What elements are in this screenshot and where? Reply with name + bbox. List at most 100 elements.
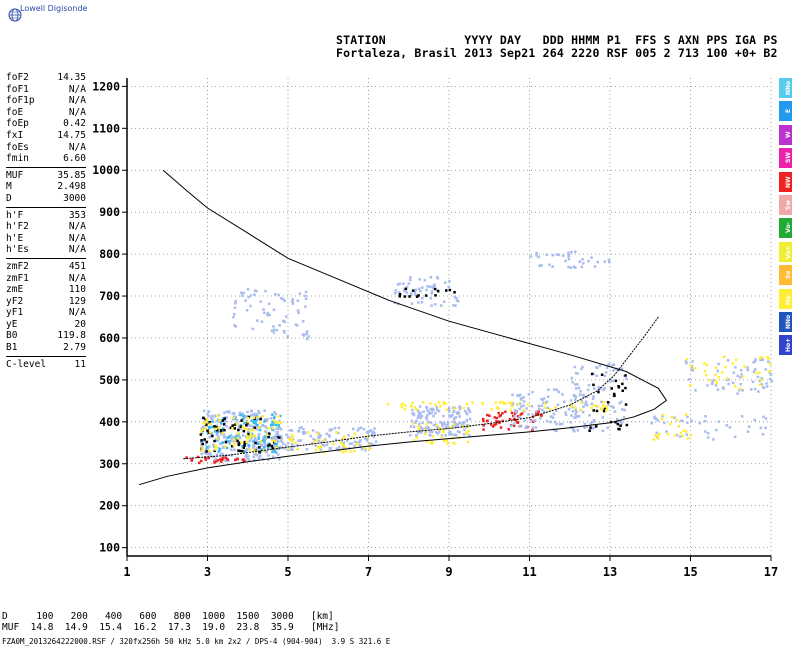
echo-point: [272, 428, 275, 432]
echo-point: [214, 460, 218, 463]
echo-point: [461, 421, 464, 424]
param-row: fxI 14.75: [6, 130, 86, 142]
echo-point: [501, 412, 504, 415]
echo-point: [574, 408, 577, 412]
echo-point: [437, 401, 441, 404]
echo-point: [430, 440, 433, 443]
echo-point: [465, 413, 469, 416]
echo-point: [741, 389, 744, 392]
echo-point: [551, 265, 554, 268]
echo-point: [238, 441, 241, 444]
echo-point: [595, 366, 599, 369]
echo-point: [337, 426, 341, 430]
echo-point: [582, 262, 585, 265]
echo-point: [203, 424, 207, 427]
echo-point: [513, 409, 517, 412]
echo-point: [434, 303, 437, 306]
echo-point: [204, 458, 207, 461]
x-tick-label: 7: [365, 565, 372, 579]
echo-point: [208, 431, 212, 434]
echo-point: [462, 433, 466, 436]
echo-point: [217, 450, 220, 453]
echo-point: [359, 439, 362, 442]
echo-point: [329, 447, 333, 450]
echo-point: [214, 448, 217, 451]
echo-point: [244, 299, 247, 302]
echo-point: [216, 459, 220, 462]
echo-point: [316, 445, 320, 448]
echo-point: [240, 291, 243, 294]
echo-point: [542, 401, 545, 405]
echo-point: [260, 320, 264, 323]
echo-point: [675, 418, 679, 422]
echo-point: [727, 382, 730, 386]
echo-point: [559, 423, 562, 426]
echo-point: [413, 406, 417, 409]
echo-point: [206, 450, 210, 453]
echo-point: [509, 408, 513, 412]
echo-point: [523, 419, 527, 422]
echo-point: [605, 409, 608, 412]
echo-point: [339, 441, 342, 444]
echo-point: [587, 259, 590, 263]
echo-point: [228, 435, 231, 438]
echo-point: [262, 308, 265, 311]
echo-point: [250, 428, 254, 431]
echo-point: [689, 433, 693, 437]
echo-point: [295, 324, 299, 327]
echo-point: [616, 418, 619, 421]
echo-point: [415, 408, 418, 411]
echo-point: [267, 435, 270, 439]
echo-point: [462, 423, 465, 426]
param-label: yF1: [6, 307, 24, 319]
echo-point: [424, 428, 427, 432]
echo-point: [619, 420, 623, 423]
echo-point: [537, 404, 541, 408]
echo-point: [258, 441, 261, 444]
echo-point: [365, 431, 369, 434]
echo-point: [208, 427, 211, 430]
echo-point: [758, 371, 761, 374]
profile-curve: [138, 169, 668, 486]
echo-point: [686, 421, 689, 424]
echo-point: [504, 410, 507, 413]
echo-point: [715, 428, 718, 432]
echo-point: [600, 407, 603, 410]
echo-point: [494, 422, 498, 426]
echo-point: [312, 441, 316, 444]
echo-point: [610, 364, 614, 367]
echo-point: [230, 439, 233, 442]
echo-point: [277, 425, 281, 429]
param-value: N/A: [68, 106, 86, 118]
echo-point: [441, 424, 444, 428]
echo-point: [421, 286, 424, 289]
echo-point: [297, 439, 300, 442]
echo-point: [588, 428, 592, 431]
echo-point: [405, 285, 409, 289]
echo-point: [522, 408, 525, 412]
echo-point: [540, 414, 543, 417]
echo-point: [259, 421, 262, 425]
echo-point: [739, 376, 742, 379]
echo-point: [690, 419, 693, 422]
y-tick-label: 500: [99, 373, 120, 387]
echo-point: [210, 414, 213, 418]
echo-point: [271, 448, 275, 452]
echo-point: [593, 387, 596, 390]
echo-point: [656, 434, 660, 438]
echo-point: [205, 417, 208, 421]
echo-point: [443, 426, 447, 430]
echo-point: [447, 285, 450, 289]
echo-point: [289, 438, 293, 441]
echo-point: [541, 408, 544, 412]
echo-point: [673, 434, 677, 437]
echo-point: [264, 437, 268, 441]
echo-point: [417, 411, 421, 414]
echo-point: [457, 423, 460, 426]
echo-point: [495, 420, 498, 423]
echo-point: [247, 423, 250, 427]
echo-point: [429, 275, 433, 279]
echo-point: [267, 454, 270, 457]
echo-point: [489, 423, 493, 426]
echo-point: [466, 424, 469, 427]
